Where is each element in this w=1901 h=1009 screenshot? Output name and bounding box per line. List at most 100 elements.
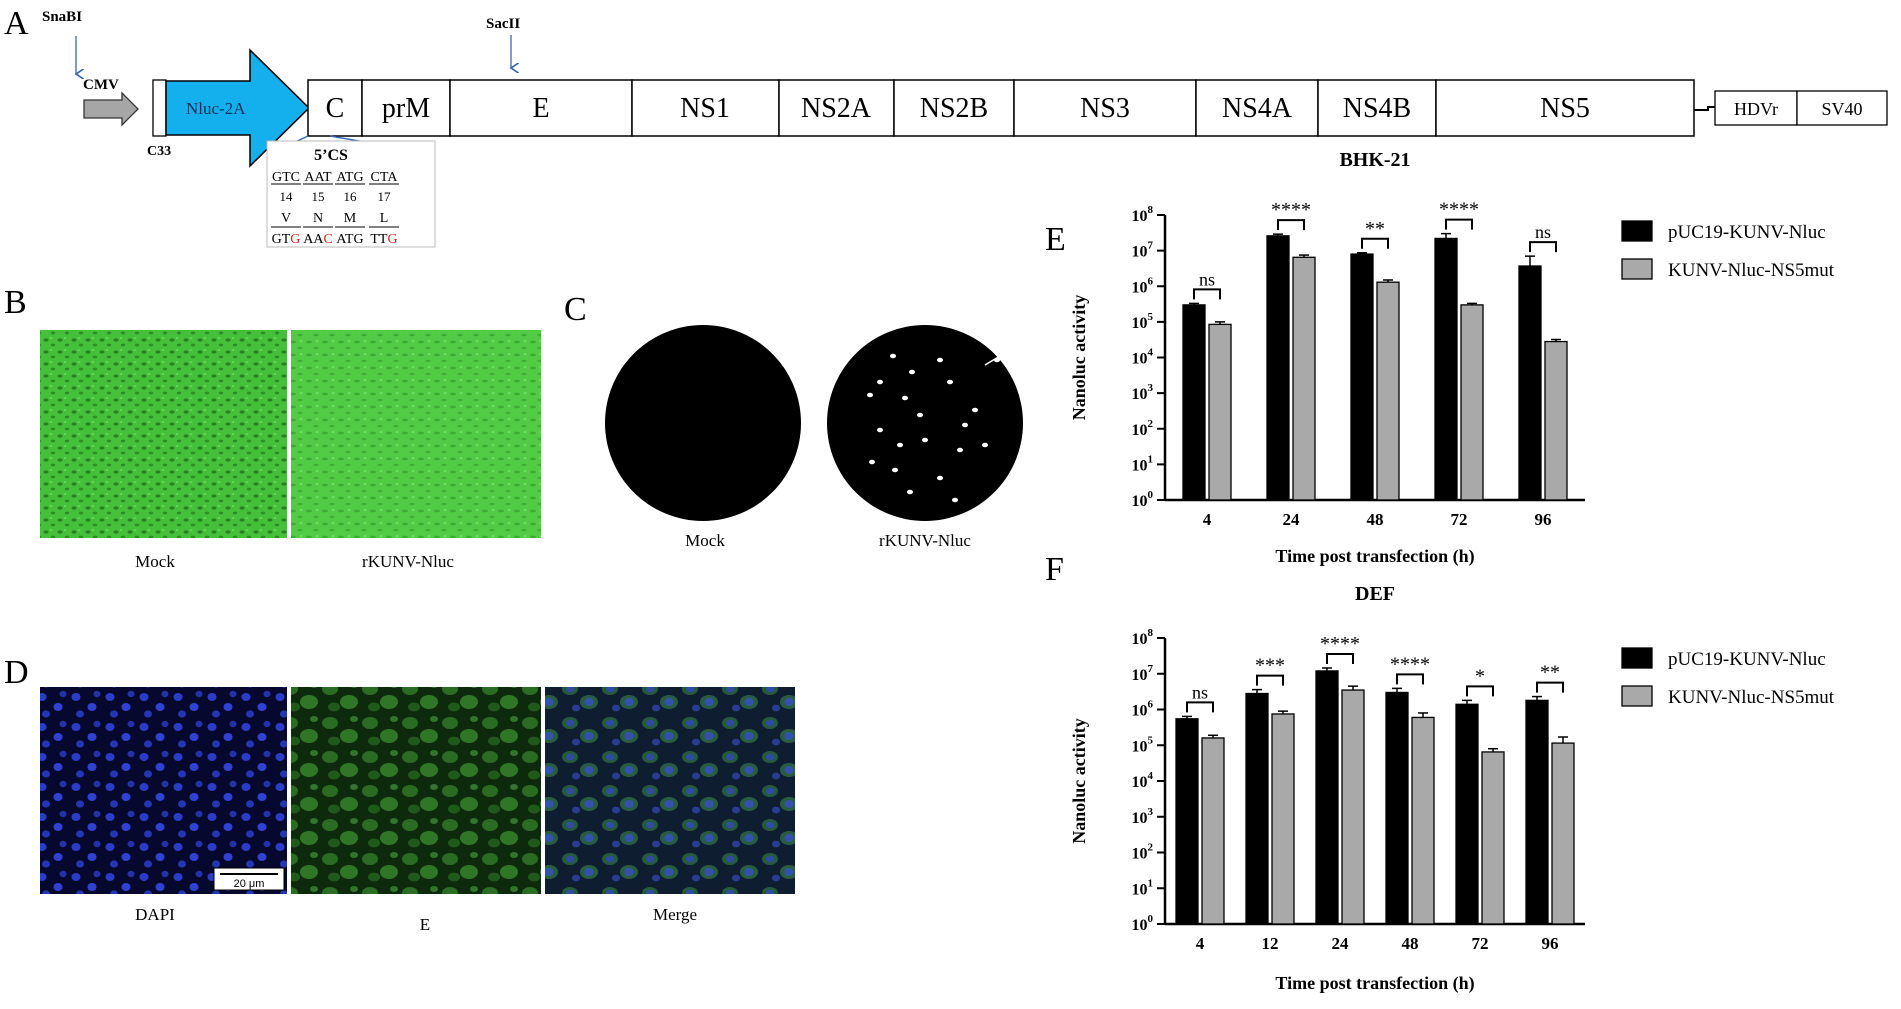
gene-label-ns3: NS3 — [1080, 93, 1130, 124]
mock-cell-image — [40, 330, 287, 538]
x-tick-label: 4 — [1196, 934, 1205, 953]
bar-puc19 — [1182, 304, 1206, 501]
gene-box-ns1 — [631, 79, 780, 137]
plaque — [957, 447, 963, 453]
panel-b-label-mock: Mock — [135, 552, 175, 571]
panel-letter-d: D — [4, 654, 29, 691]
y-tick-label: 108 — [1132, 204, 1154, 225]
cs-mutant-codon: ATG — [336, 232, 363, 247]
plaque — [937, 475, 943, 481]
x-tick-label: 96 — [1542, 934, 1559, 953]
bar-ns5mut — [1271, 713, 1295, 925]
cs-mut-base: G — [290, 232, 300, 247]
panel-letter-e: E — [1045, 221, 1066, 258]
gene-box-ns2b — [893, 79, 1015, 137]
legend-swatch — [1621, 220, 1653, 242]
plaque — [877, 427, 883, 433]
plaque — [907, 489, 913, 495]
nluc-2a-label: Nluc-2A — [186, 99, 246, 118]
panel-b-label-rkunv: rKUNV-Nluc — [362, 552, 454, 571]
gene-box-c — [307, 79, 363, 137]
rkunv-plaque-well — [827, 325, 1023, 521]
significance-label: * — [1475, 665, 1485, 687]
legend-swatch — [1621, 647, 1653, 669]
gene-box-ns5 — [1435, 79, 1695, 137]
y-tick-label: 107 — [1132, 663, 1154, 684]
dapi-image — [40, 687, 287, 894]
c33-label: C33 — [147, 144, 171, 159]
plaque-scratch — [984, 355, 1001, 366]
cs-amino-acid: L — [380, 211, 389, 226]
significance-label: **** — [1390, 653, 1430, 675]
panel-c-label-mock: Mock — [685, 531, 725, 550]
cs-codon: CTA — [371, 170, 399, 185]
cs-position: 16 — [344, 189, 358, 204]
significance-bracket — [1466, 685, 1494, 697]
bar-ns5mut — [1376, 281, 1400, 501]
significance-label: ** — [1365, 218, 1385, 240]
gene-label-ns5: NS5 — [1540, 93, 1590, 124]
sv40-label: SV40 — [1821, 99, 1862, 119]
cs-mut-prefix: GT — [272, 232, 291, 247]
plaque — [972, 407, 978, 413]
panel-d-label-dapi: DAPI — [135, 905, 175, 924]
x-tick-label: 24 — [1332, 934, 1350, 953]
bar-ns5mut — [1551, 742, 1575, 925]
bar-puc19 — [1385, 691, 1409, 925]
y-tick-label: 103 — [1132, 382, 1154, 403]
merge-image — [545, 687, 795, 894]
bar-puc19 — [1350, 253, 1374, 501]
bar-puc19 — [1175, 718, 1199, 925]
y-tick-label: 101 — [1132, 453, 1154, 474]
plaque — [869, 459, 875, 465]
plaque — [890, 353, 896, 359]
cs-codon: ATG — [336, 170, 363, 185]
cs-position: 14 — [280, 189, 294, 204]
gene-box-e — [449, 79, 633, 137]
gene-box-ns4b — [1317, 79, 1437, 137]
significance-bracket — [1256, 674, 1284, 686]
significance-label: ns — [1192, 682, 1208, 702]
y-tick-label: 106 — [1132, 699, 1154, 720]
panel-d: D 20 μm DAPI E Merge — [4, 654, 795, 934]
nluc-2a-arrow — [165, 48, 311, 168]
significance-bracket — [1193, 288, 1221, 300]
bar-ns5mut — [1481, 751, 1505, 925]
sv40-box — [1796, 90, 1888, 126]
y-tick-label: 104 — [1132, 347, 1154, 368]
y-tick-label: 101 — [1132, 877, 1154, 898]
panel-d-label-merge: Merge — [653, 905, 697, 924]
significance-bracket — [1326, 652, 1354, 664]
cs-amino-acid: N — [313, 211, 323, 226]
y-tick-label: 100 — [1132, 913, 1154, 934]
snabi-label: SnaBI — [42, 9, 82, 25]
y-axis-label: Nanoluc activity — [1069, 295, 1089, 421]
hdvr-box — [1714, 90, 1798, 126]
cs-mutant-codon: TTG — [370, 232, 397, 247]
legend-label: KUNV-Nluc-NS5mut — [1668, 260, 1835, 281]
x-tick-label: 72 — [1451, 510, 1468, 529]
gene-label-ns2a: NS2A — [801, 93, 872, 124]
bar-puc19 — [1455, 703, 1479, 925]
panel-b: B Mock rKUNV-Nluc — [4, 284, 541, 571]
significance-label: ns — [1199, 269, 1215, 289]
panel-c-label-rkunv: rKUNV-Nluc — [879, 531, 971, 550]
significance-label: *** — [1255, 655, 1285, 677]
cs-position: 17 — [378, 189, 392, 204]
cs-codon: AAT — [304, 170, 332, 185]
significance-bracket — [1361, 237, 1389, 249]
cs-title: 5’CS — [314, 147, 348, 164]
y-tick-label: 100 — [1132, 489, 1154, 510]
panel-letter-c: C — [564, 291, 587, 328]
legend-swatch — [1621, 685, 1653, 707]
plaque — [902, 395, 908, 401]
c33-box — [152, 79, 167, 137]
cs-mut-base: G — [387, 232, 397, 247]
plaque — [897, 442, 903, 448]
gene-label-ns4a: NS4A — [1222, 93, 1293, 124]
plaque — [937, 357, 943, 363]
x-tick-label: 48 — [1367, 510, 1384, 529]
cs-position: 15 — [312, 189, 325, 204]
y-tick-label: 108 — [1132, 627, 1154, 648]
x-tick-label: 4 — [1203, 510, 1212, 529]
